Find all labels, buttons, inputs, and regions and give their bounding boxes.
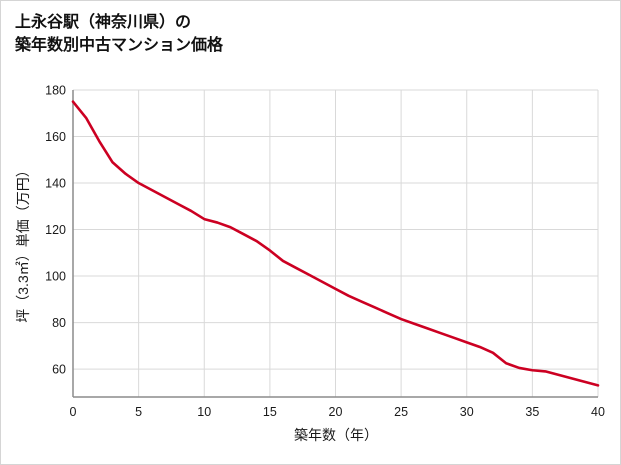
svg-text:60: 60 [52,363,66,377]
svg-text:180: 180 [45,84,66,98]
chart-title: 上永谷駅（神奈川県）の 築年数別中古マンション価格 [15,11,223,57]
svg-text:35: 35 [525,405,539,419]
svg-text:160: 160 [45,130,66,144]
svg-text:5: 5 [135,405,142,419]
svg-text:20: 20 [329,405,343,419]
svg-text:140: 140 [45,177,66,191]
y-axis-label: 坪（3.3㎡）単価（万円） [15,163,31,323]
svg-text:120: 120 [45,223,66,237]
svg-text:30: 30 [460,405,474,419]
svg-text:25: 25 [394,405,408,419]
svg-text:0: 0 [70,405,77,419]
x-axis-label: 築年数（年） [294,427,378,443]
chart-title-line2: 築年数別中古マンション価格 [15,37,224,55]
svg-text:80: 80 [52,316,66,330]
svg-text:40: 40 [591,405,605,419]
svg-text:10: 10 [197,405,211,419]
svg-text:15: 15 [263,405,277,419]
svg-text:100: 100 [45,270,66,284]
chart-title-line1: 上永谷駅（神奈川県）の [15,14,192,31]
